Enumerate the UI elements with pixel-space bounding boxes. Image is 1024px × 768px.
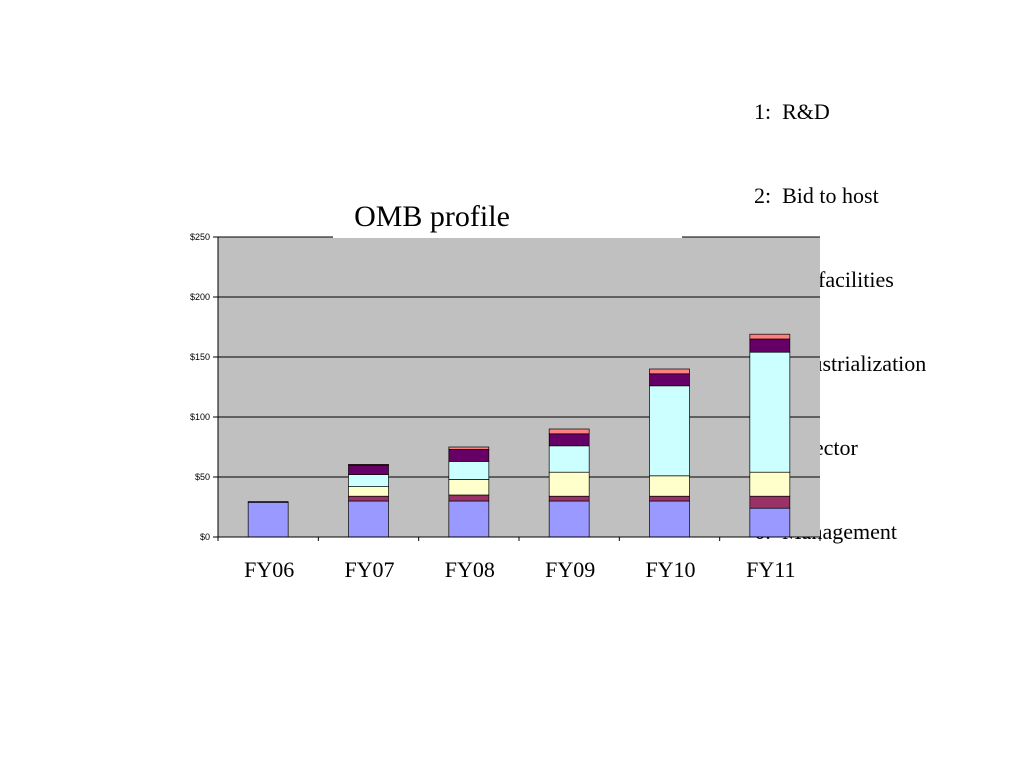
bar-fy10-segment-1 xyxy=(649,500,690,538)
bar-fy07-segment-5 xyxy=(348,464,389,475)
bar-fy11-segment-1 xyxy=(749,507,791,538)
bar-fy09-segment-2 xyxy=(548,495,590,502)
bar-fy07-segment-3 xyxy=(348,486,389,497)
y-tick-label-150: $150 xyxy=(190,352,210,362)
bar-fy06-segment-1 xyxy=(247,501,289,538)
bar-fy10-segment-6 xyxy=(649,368,690,375)
plot-area xyxy=(218,237,820,537)
x-tick-label-fy07: FY07 xyxy=(344,557,394,582)
bar-fy10-segment-2 xyxy=(649,495,690,502)
chart-title: OMB profile xyxy=(354,200,510,233)
bar-fy09-segment-6 xyxy=(548,428,590,435)
bar-fy10-segment-4 xyxy=(649,385,690,477)
x-tick-label-fy06: FY06 xyxy=(244,557,294,582)
bar-fy09-segment-1 xyxy=(548,500,590,538)
bar-fy11-segment-5 xyxy=(749,338,791,353)
legend-item-rnd: 1: R&D xyxy=(754,99,830,124)
bar-fy11-segment-3 xyxy=(749,471,791,497)
bar-fy07-segment-1 xyxy=(348,500,389,538)
y-tick-label-50: $50 xyxy=(195,472,210,482)
bar-fy07-segment-6 xyxy=(348,464,389,466)
x-tick-label-fy09: FY09 xyxy=(545,557,595,582)
bar-fy10-segment-3 xyxy=(649,475,690,497)
x-tick-label-fy08: FY08 xyxy=(445,557,495,582)
bar-fy08-segment-4 xyxy=(448,461,490,480)
bar-fy08-segment-2 xyxy=(448,494,490,502)
x-tick-label-fy11: FY11 xyxy=(746,557,795,582)
legend-item-bid-to-host: 2: Bid to host xyxy=(754,183,879,208)
y-tick-label-0: $0 xyxy=(200,532,210,542)
bar-fy08-segment-5 xyxy=(448,449,490,462)
bar-fy08-segment-1 xyxy=(448,500,490,538)
bar-fy11-segment-2 xyxy=(749,495,791,509)
bar-fy11-segment-6 xyxy=(749,333,791,340)
bar-fy07-segment-4 xyxy=(348,474,389,487)
title-box xyxy=(333,196,682,238)
y-tick-label-200: $200 xyxy=(190,292,210,302)
y-tick-label-100: $100 xyxy=(190,412,210,422)
bar-fy09-segment-3 xyxy=(548,471,590,497)
y-tick-label-250: $250 xyxy=(190,232,210,242)
bar-fy08-segment-6 xyxy=(448,446,490,450)
bar-fy07-segment-2 xyxy=(348,495,389,502)
x-tick-label-fy10: FY10 xyxy=(645,557,695,582)
bar-fy09-segment-5 xyxy=(548,433,590,447)
bar-fy10-segment-5 xyxy=(649,373,690,387)
bar-fy08-segment-3 xyxy=(448,479,490,496)
bar-fy11-segment-4 xyxy=(749,351,791,473)
bar-fy09-segment-4 xyxy=(548,445,590,473)
bar-fy06-segment-5 xyxy=(247,501,289,503)
